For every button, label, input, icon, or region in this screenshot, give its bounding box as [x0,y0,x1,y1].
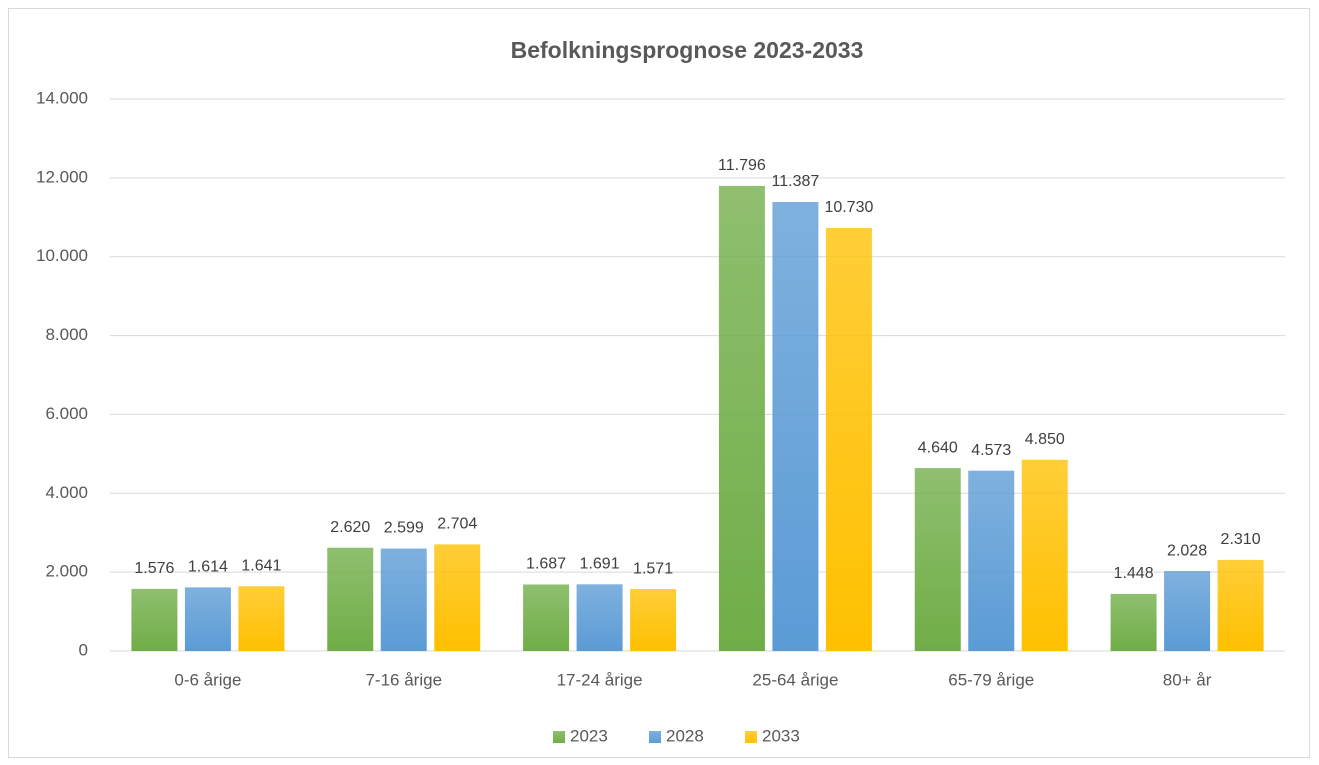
x-tick-label: 17-24 årige [557,670,643,689]
y-tick-label: 6.000 [45,404,88,423]
value-label: 1.691 [580,556,620,573]
bar [718,185,765,651]
value-label: 2.599 [384,520,424,537]
chart-title: Befolkningsprognose 2023-2033 [511,37,864,63]
value-label: 2.620 [330,519,370,536]
bar [184,587,231,651]
y-tick-label: 4.000 [45,483,88,502]
legend-swatch [553,731,565,743]
value-label: 2.310 [1221,531,1261,548]
legend-label: 2033 [762,726,800,745]
bar [1164,571,1211,651]
y-tick-label: 10.000 [36,246,88,265]
legend-label: 2023 [570,726,608,745]
value-label: 10.730 [824,199,873,216]
x-tick-label: 25-64 årige [752,670,838,689]
value-label: 11.796 [718,157,766,174]
bar [1021,459,1068,651]
y-tick-label: 12.000 [36,167,88,186]
y-tick-label: 8.000 [45,325,88,344]
bar [968,470,1015,651]
value-label: 1.576 [134,560,174,577]
value-label: 1.687 [526,556,566,573]
x-tick-label: 80+ år [1163,670,1212,689]
bar [327,547,374,651]
value-label: 4.640 [918,439,958,456]
legend-label: 2028 [666,726,704,745]
x-tick-label: 7-16 årige [365,670,442,689]
y-tick-label: 2.000 [45,562,88,581]
value-label: 1.641 [241,558,281,575]
bar [380,548,427,651]
value-label: 4.573 [971,442,1011,459]
y-tick-label: 0 [79,640,88,659]
legend-swatch [649,731,661,743]
value-label: 11.387 [772,173,820,190]
legend-swatch [745,731,757,743]
value-label: 1.614 [188,559,228,576]
bar [523,584,570,651]
bar [131,588,178,651]
bar [772,202,819,651]
bar [1110,593,1157,651]
y-tick-label: 14.000 [36,88,88,107]
bar [630,589,677,651]
value-label: 2.704 [437,516,477,533]
value-label: 1.448 [1114,565,1154,582]
bar [576,584,623,651]
x-tick-label: 65-79 årige [948,670,1034,689]
value-label: 1.571 [633,560,673,577]
bar [1217,559,1264,651]
bar [434,544,481,651]
value-label: 2.028 [1167,542,1207,559]
bar [914,468,961,651]
bar [238,586,285,651]
value-label: 4.850 [1025,431,1065,448]
bar [825,227,872,651]
x-tick-label: 0-6 årige [174,670,241,689]
